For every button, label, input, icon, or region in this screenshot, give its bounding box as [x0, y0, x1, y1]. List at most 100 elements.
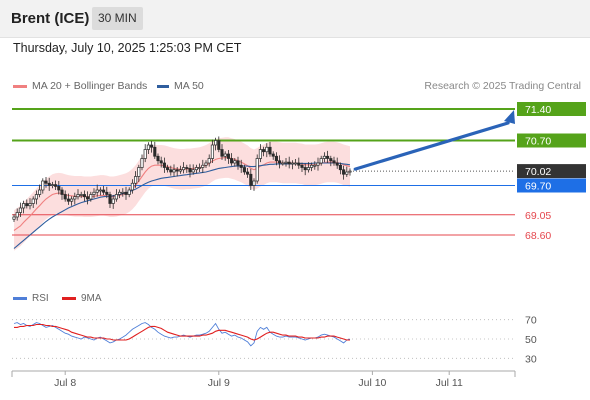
candle-body: [121, 191, 125, 194]
projection-arrow-shaft: [353, 121, 510, 171]
candle-body: [271, 153, 275, 157]
candle: [54, 180, 58, 190]
candle: [92, 188, 96, 199]
candle-body: [335, 162, 339, 166]
legend-rsi-ma: 9MA: [62, 293, 102, 304]
candle-body: [191, 169, 195, 173]
candle: [252, 178, 256, 191]
price-tag-label: 71.40: [525, 104, 551, 116]
time-tick-label: Jul 8: [54, 377, 76, 389]
candle-body: [226, 153, 230, 159]
candle: [332, 156, 336, 166]
candle-body: [134, 176, 138, 184]
candle-body: [12, 216, 16, 220]
candle-body: [345, 171, 349, 175]
price-tag-box: [517, 133, 586, 148]
candle: [130, 179, 134, 194]
candle: [217, 136, 221, 153]
candle: [140, 154, 144, 171]
candle-body: [22, 203, 26, 209]
candle-body: [143, 149, 147, 159]
time-tick-label: Jul 11: [436, 377, 463, 389]
candle-body: [108, 194, 112, 204]
candle-body: [306, 167, 310, 171]
bollinger-band-area: [14, 137, 350, 251]
candle: [66, 193, 70, 205]
price-tag-71-40: 71.40: [517, 102, 586, 116]
candle: [57, 181, 61, 195]
candle-body: [326, 155, 330, 159]
interval-button[interactable]: 30 MIN: [92, 7, 143, 30]
candle: [137, 164, 141, 182]
price-tag-label: 69.70: [525, 181, 551, 193]
candle: [300, 162, 304, 172]
moving-averages: [13, 157, 351, 249]
candle-body: [262, 149, 266, 153]
candle: [95, 184, 99, 197]
candle: [50, 181, 54, 189]
candle: [79, 191, 83, 199]
candle: [98, 187, 102, 196]
candle-body: [214, 140, 218, 146]
candle: [204, 160, 208, 168]
candle: [25, 199, 29, 209]
candle: [281, 160, 285, 166]
candle: [297, 157, 301, 169]
candle-body: [76, 194, 80, 198]
rsi-label: RSI: [32, 293, 49, 304]
rsi-ma-line: [14, 323, 350, 341]
rsi-tick-label: 70: [525, 315, 537, 327]
candle: [146, 142, 150, 154]
price-tag-label: 70.70: [525, 136, 551, 148]
rsi-ma-label: 9MA: [81, 293, 102, 304]
candle-body: [217, 140, 221, 150]
candle: [159, 156, 163, 168]
candle: [86, 191, 90, 205]
candle-body: [284, 161, 288, 164]
candle-body: [246, 171, 250, 175]
candle-body: [146, 144, 150, 150]
candle-body: [207, 158, 211, 164]
candle-body: [169, 169, 173, 173]
candle-body: [92, 191, 96, 195]
legend-rsi: RSI: [13, 293, 49, 304]
rsi-panel: 70 50 30: [12, 315, 537, 365]
candle-body: [342, 169, 346, 175]
candle-body: [50, 184, 54, 186]
price-tag-70-02: 70.02: [517, 164, 586, 179]
ma50-line: [13, 162, 351, 249]
candle: [169, 165, 173, 176]
candle-body: [102, 189, 106, 193]
candle: [47, 177, 51, 191]
candle: [306, 162, 310, 173]
price-tags: 71.40 70.70 70.02 69.70 69.05 68.60: [517, 102, 586, 242]
candle: [249, 168, 253, 190]
candle: [89, 191, 93, 202]
candle: [63, 190, 67, 202]
candle: [242, 164, 246, 175]
candle: [294, 158, 298, 166]
candle: [108, 191, 112, 208]
candle-body: [297, 162, 301, 166]
candle: [194, 164, 198, 174]
candle: [178, 165, 182, 174]
candle-body: [82, 194, 86, 198]
candle-body: [111, 198, 115, 204]
candle-body: [95, 189, 99, 193]
bollinger-band: [14, 137, 350, 251]
credit-text: Research © 2025 Trading Central: [424, 80, 581, 92]
candle-body: [140, 158, 144, 168]
candle: [265, 143, 269, 158]
candle: [134, 171, 138, 188]
candle: [156, 153, 160, 165]
price-tag-box: [517, 164, 586, 179]
ma20-label: MA 20 + Bollinger Bands: [32, 80, 148, 92]
candle-body: [348, 170, 352, 173]
candle: [22, 200, 26, 214]
candle-body: [114, 194, 118, 200]
price-tag-70-70: 70.70: [517, 133, 586, 148]
candle: [34, 190, 38, 205]
candle-body: [300, 164, 304, 168]
candle-body: [66, 198, 70, 202]
